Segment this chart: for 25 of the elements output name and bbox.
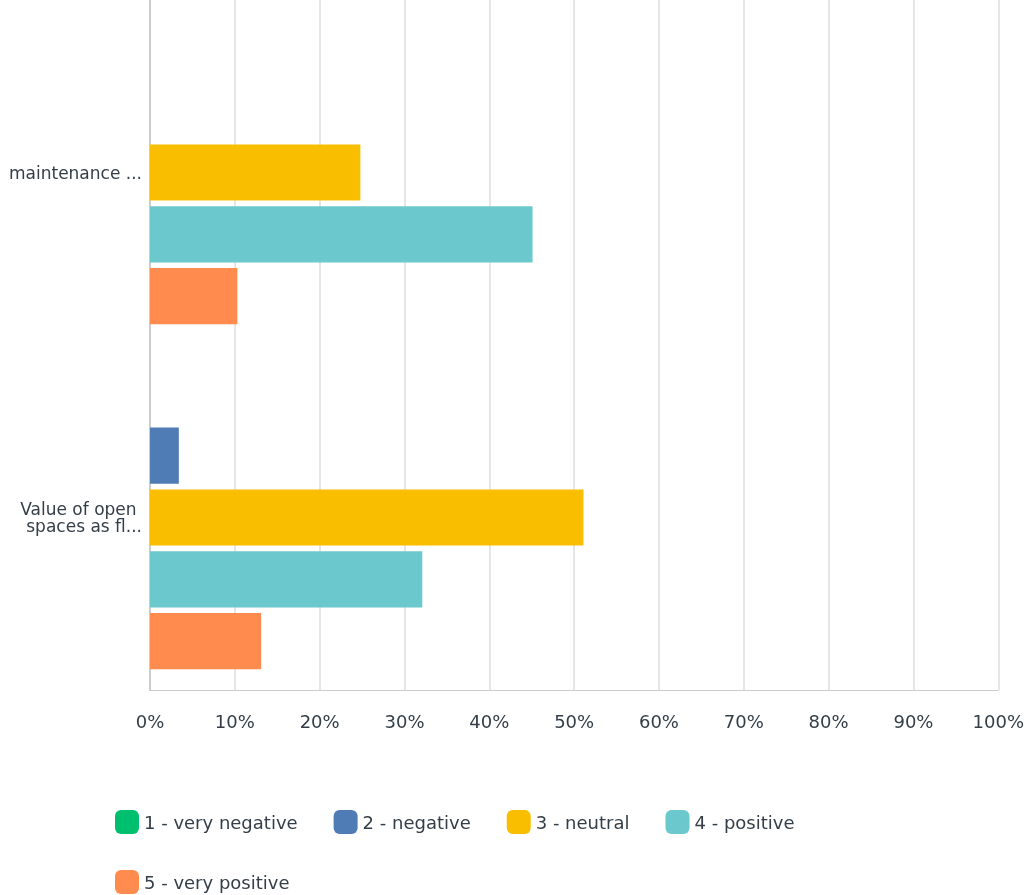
bar <box>150 489 584 546</box>
y-tick-label: Value of open spaces as fl... <box>20 499 142 536</box>
bar <box>150 144 361 201</box>
legend-label: 2 - negative <box>362 811 471 833</box>
y-tick-label: maintenance ... <box>9 162 142 183</box>
x-tick-label: 90% <box>893 710 934 732</box>
x-tick-label: 70% <box>723 710 764 732</box>
legend-label: 5 - very positive <box>144 871 290 893</box>
legend-label: 1 - very negative <box>144 811 298 833</box>
legend-label: 4 - positive <box>694 811 795 833</box>
bar <box>150 268 238 325</box>
x-tick-label: 80% <box>808 710 849 732</box>
x-tick-label: 40% <box>469 710 510 732</box>
bar <box>150 427 179 484</box>
bar <box>150 551 423 608</box>
x-tick-label: 60% <box>638 710 679 732</box>
bar <box>150 613 262 670</box>
x-tick-label: 0% <box>135 710 165 732</box>
x-tick-label: 30% <box>384 710 425 732</box>
bar <box>150 206 533 263</box>
x-tick-label: 10% <box>214 710 255 732</box>
x-tick-label: 50% <box>554 710 595 732</box>
x-tick-label: 100% <box>972 710 1024 732</box>
x-tick-label: 20% <box>299 710 340 732</box>
legend-label: 3 - neutral <box>535 811 630 833</box>
